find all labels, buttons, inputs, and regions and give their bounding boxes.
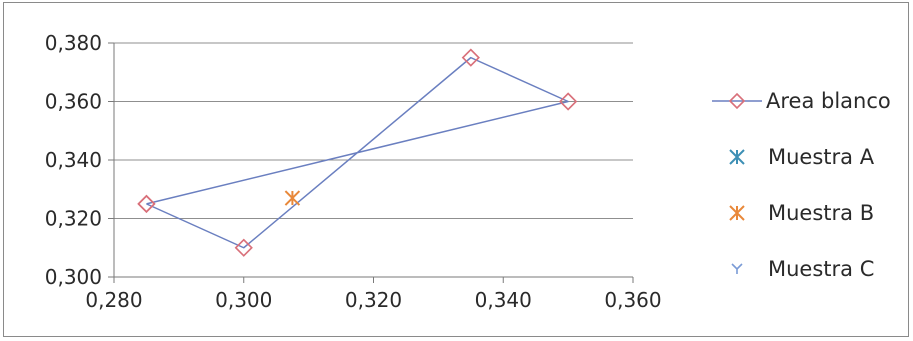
point-0-2 — [461, 48, 480, 67]
legend-marker-0 — [728, 92, 746, 110]
y-tick-label-0: 0,300 — [45, 265, 102, 289]
chart-frame — [3, 2, 909, 337]
x-tick-label-3: 0,340 — [475, 288, 532, 312]
legend-marker-2 — [729, 205, 745, 221]
point-0-3 — [234, 238, 253, 257]
point-2-0 — [284, 190, 301, 206]
legend-marker-1 — [729, 149, 745, 165]
y-tick-label-3: 0,360 — [45, 90, 102, 114]
legend-label-2: Muestra B — [768, 201, 874, 225]
legend-marker-3 — [731, 263, 743, 274]
x-tick-labels: 0,280 0,300 0,320 0,340 0,360 — [85, 288, 661, 312]
x-tick-label-1: 0,300 — [215, 288, 272, 312]
series-markers — [137, 48, 578, 257]
y-tick-labels: 0,300 0,320 0,340 0,360 0,380 — [45, 31, 102, 289]
axes — [108, 42, 634, 283]
x-tick-label-2: 0,320 — [345, 288, 402, 312]
legend-label-1: Muestra A — [768, 145, 875, 169]
series-lines — [146, 56, 569, 249]
x-tick-label-4: 0,360 — [604, 288, 661, 312]
legend-label-3: Muestra C — [768, 257, 874, 281]
point-0-1 — [558, 92, 578, 111]
gridlines — [114, 42, 633, 278]
y-tick-label-1: 0,320 — [45, 207, 102, 231]
series-line-0 — [146, 56, 569, 249]
legend: Area blanco Muestra A Muestra B Muestra C — [712, 89, 891, 281]
y-tick-label-2: 0,340 — [45, 148, 102, 172]
point-0-4 — [137, 194, 156, 214]
legend-label-0: Area blanco — [766, 89, 891, 113]
y-tick-label-4: 0,380 — [45, 31, 102, 55]
x-tick-label-0: 0,280 — [85, 288, 142, 312]
